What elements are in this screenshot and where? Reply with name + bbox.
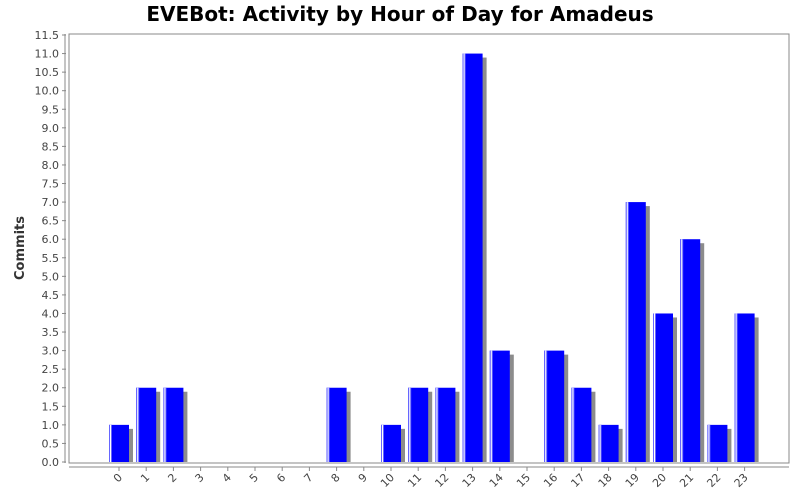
- bar-highlight-line: [599, 424, 601, 462]
- x-tick-label: 16: [541, 471, 560, 490]
- x-tick-label: 13: [460, 471, 479, 490]
- bar-highlight-line: [436, 387, 438, 462]
- x-tick-label: 3: [193, 471, 207, 485]
- y-tick-label: 3.5: [42, 326, 60, 339]
- x-tick-label: 10: [378, 471, 397, 490]
- y-tick-label: 4.0: [42, 307, 60, 320]
- bar-highlight-line: [708, 424, 710, 462]
- x-tick-label: 5: [247, 471, 261, 485]
- bar-highlight-line: [382, 424, 383, 462]
- bar: [680, 239, 701, 462]
- bar-highlight-line: [327, 387, 329, 462]
- bar-highlight-line: [681, 239, 683, 462]
- bar: [734, 313, 755, 462]
- x-tick-label: 20: [650, 471, 669, 490]
- bar: [435, 387, 456, 462]
- y-tick-label: 1.0: [42, 419, 60, 432]
- bar-highlight-line: [545, 350, 547, 462]
- y-tick-label: 2.5: [42, 363, 60, 376]
- bar: [653, 313, 673, 462]
- y-tick-label: 4.5: [42, 289, 60, 302]
- bar-highlight-line: [490, 350, 492, 462]
- y-tick-label: 10.0: [35, 85, 60, 98]
- bar: [163, 387, 184, 462]
- y-tick-label: 8.5: [42, 140, 60, 153]
- y-tick-label: 11.0: [35, 48, 60, 61]
- y-tick-label: 3.0: [42, 345, 60, 358]
- x-tick-label: 4: [220, 471, 234, 485]
- y-tick-label: 6.5: [42, 215, 60, 228]
- y-axis-label: Commits: [13, 216, 28, 280]
- bar-highlight-line: [409, 387, 411, 462]
- y-tick-label: 5.5: [42, 252, 60, 265]
- y-tick-label: 10.5: [35, 66, 60, 79]
- bar-highlight-line: [626, 202, 628, 462]
- y-tick-label: 9.5: [42, 103, 60, 116]
- x-tick-label: 23: [732, 471, 751, 490]
- bar: [381, 424, 401, 462]
- y-tick-label: 0.0: [42, 456, 60, 469]
- bar-highlight-line: [110, 424, 111, 462]
- bars: [109, 53, 759, 462]
- y-tick-label: 6.0: [42, 233, 60, 246]
- bar: [489, 350, 510, 462]
- y-tick-label: 8.0: [42, 159, 60, 172]
- bar-highlight-line: [654, 313, 655, 462]
- y-tick-label: 11.5: [35, 29, 60, 42]
- x-tick-label: 11: [405, 471, 424, 490]
- bar: [109, 424, 129, 462]
- x-tick-label: 19: [623, 471, 642, 490]
- y-tick-label: 2.0: [42, 382, 60, 395]
- x-tick-label: 14: [487, 471, 506, 490]
- bar: [625, 202, 646, 462]
- x-tick-label: 2: [165, 471, 179, 485]
- y-tick-label: 7.0: [42, 196, 60, 209]
- bar-highlight-line: [137, 387, 139, 462]
- bar: [408, 387, 429, 462]
- x-tick-label: 1: [138, 471, 152, 485]
- y-tick-label: 9.0: [42, 122, 60, 135]
- x-tick-label: 8: [329, 471, 343, 485]
- x-axis: 0 1 2 3 4 5 6 7 8 9 10 11 12 13 14 15 16 17 18 19 20 21 22 23: [69, 466, 789, 490]
- x-tick-label: 12: [432, 471, 451, 490]
- x-tick-label: 18: [596, 471, 615, 490]
- bar-highlight-line: [735, 313, 737, 462]
- bar: [544, 350, 565, 462]
- chart-title: EVEBot: Activity by Hour of Day for Amad…: [146, 2, 653, 26]
- y-tick-label: 5.0: [42, 270, 60, 283]
- bar: [707, 424, 728, 462]
- y-tick-label: 7.5: [42, 178, 60, 191]
- bar: [136, 387, 157, 462]
- y-axis: 0.0 0.5 1.0 1.5 2.0 2.5 3.0 3.5 4.0 4.5 5.0 5.5 6.0 6…: [35, 29, 66, 469]
- x-tick-label: 9: [356, 471, 370, 485]
- x-tick-label: 22: [704, 471, 723, 490]
- x-tick-label: 0: [111, 471, 125, 485]
- bar-highlight-line: [572, 387, 574, 462]
- x-tick-label: 7: [301, 471, 315, 485]
- x-tick-label: 6: [274, 471, 288, 485]
- x-tick-label: 15: [514, 471, 533, 490]
- bar: [326, 387, 347, 462]
- x-tick-label: 17: [568, 471, 587, 490]
- y-tick-label: 1.5: [42, 400, 60, 413]
- y-tick-label: 0.5: [42, 437, 60, 450]
- x-tick-label: 21: [677, 471, 696, 490]
- bar-highlight-line: [463, 53, 465, 462]
- bar: [462, 53, 483, 462]
- bar-highlight-line: [164, 387, 166, 462]
- bar: [598, 424, 619, 462]
- bar: [571, 387, 592, 462]
